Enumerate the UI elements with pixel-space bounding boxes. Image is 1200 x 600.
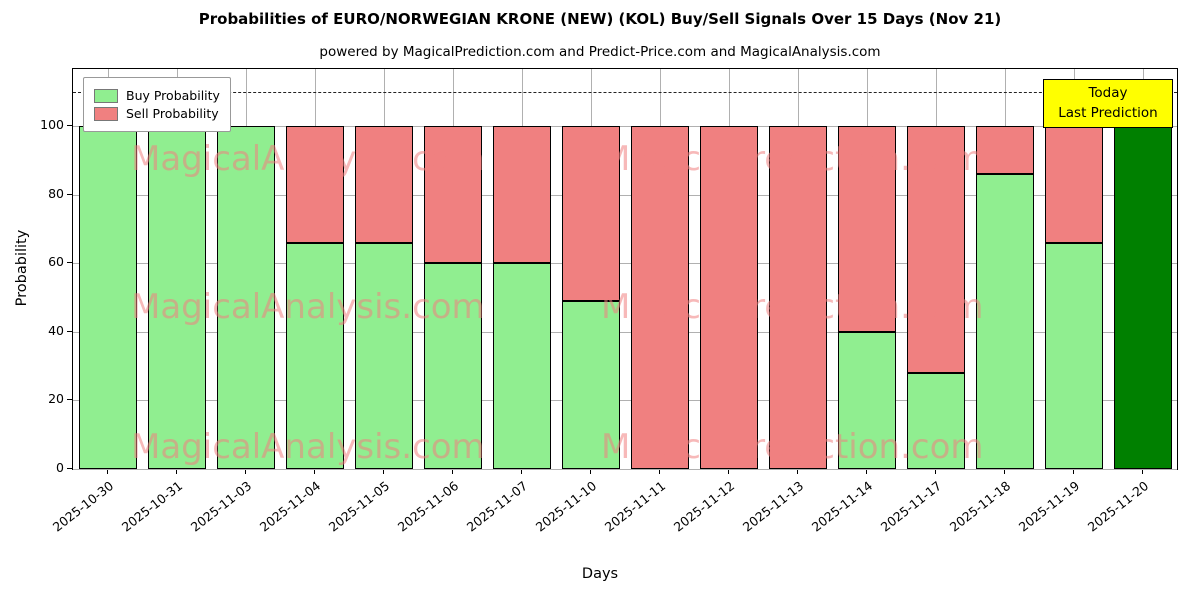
x-axis-label: Days: [581, 566, 619, 582]
bar-buy-segment: [975, 174, 1034, 469]
plot-area: Buy Probability Sell Probability Today L…: [72, 68, 1178, 470]
x-tick-mark: [727, 469, 729, 474]
x-tick-mark: [934, 469, 936, 474]
x-tick-mark: [175, 469, 177, 474]
bar-sell-segment: [975, 126, 1034, 175]
legend-label-buy: Buy Probability: [126, 88, 220, 103]
y-gridline: [73, 469, 1177, 470]
y-tick-label: 40: [48, 322, 64, 338]
bar-buy-segment: [906, 373, 965, 469]
x-tick-mark: [589, 469, 591, 474]
x-tick-mark: [1141, 469, 1143, 474]
bar-buy-segment: [423, 263, 482, 469]
buy-color-swatch: [94, 88, 118, 103]
x-tick-mark: [1003, 469, 1005, 474]
legend-label-sell: Sell Probability: [126, 106, 219, 121]
bar-sell-segment: [285, 126, 344, 243]
bar-buy-segment: [837, 331, 896, 469]
bar-sell-segment: [699, 126, 758, 469]
bar-sell-segment: [492, 126, 551, 264]
bar-buy-segment: [216, 126, 275, 469]
x-tick-mark: [520, 469, 522, 474]
x-tick-mark: [796, 469, 798, 474]
bar-sell-segment: [423, 126, 482, 264]
bar-sell-segment: [561, 126, 620, 302]
y-gridline: [73, 331, 1177, 333]
bar-sell-segment: [906, 126, 965, 374]
y-tick-mark: [67, 399, 72, 401]
bar-buy-segment: [354, 242, 413, 469]
chart-legend: Buy Probability Sell Probability: [83, 77, 231, 132]
bar-buy-segment: [561, 301, 620, 469]
x-tick-mark: [451, 469, 453, 474]
bar-sell-segment: [354, 126, 413, 243]
x-tick-mark: [244, 469, 246, 474]
y-gridline: [73, 194, 1177, 196]
legend-item-buy: Buy Probability: [94, 88, 220, 103]
bar-sell-segment: [630, 126, 689, 469]
today-annotation-line1: Today: [1088, 85, 1128, 101]
y-tick-mark: [67, 262, 72, 264]
bar-sell-segment: [768, 126, 827, 469]
bar-buy-segment: [78, 126, 137, 469]
y-gridline: [73, 400, 1177, 402]
dashed-threshold-line: [73, 91, 1177, 93]
legend-item-sell: Sell Probability: [94, 106, 220, 121]
y-tick-mark: [67, 193, 72, 195]
y-tick-label: 60: [48, 254, 64, 270]
today-annotation-box: Today Last Prediction: [1043, 79, 1173, 128]
y-tick-mark: [67, 330, 72, 332]
bar-sell-segment: [1044, 126, 1103, 243]
chart-title: Probabilities of EURO/NORWEGIAN KRONE (N…: [198, 10, 1002, 28]
bar-last-prediction: [1113, 126, 1172, 469]
y-gridline: [73, 126, 1177, 128]
today-annotation-line2: Last Prediction: [1058, 105, 1158, 122]
y-tick-mark: [67, 468, 72, 469]
sell-color-swatch: [94, 106, 118, 121]
x-tick-mark: [658, 469, 660, 474]
y-tick-label: 80: [48, 185, 64, 201]
x-tick-mark: [1072, 469, 1074, 474]
bar-buy-segment: [492, 263, 551, 469]
x-tick-mark: [106, 469, 108, 474]
bar-buy-segment: [1044, 242, 1103, 469]
bar-buy-segment: [147, 126, 206, 469]
y-tick-label: 20: [48, 391, 64, 407]
x-tick-mark: [382, 469, 384, 474]
y-tick-label: 0: [56, 460, 64, 475]
y-tick-label: 100: [40, 117, 64, 133]
bar-sell-segment: [837, 126, 896, 332]
y-gridline: [73, 263, 1177, 265]
y-tick-mark: [67, 125, 72, 127]
x-tick-mark: [313, 469, 315, 474]
chart-subtitle: powered by MagicalPrediction.com and Pre…: [319, 44, 881, 60]
x-tick-mark: [865, 469, 867, 474]
bar-buy-segment: [285, 242, 344, 469]
